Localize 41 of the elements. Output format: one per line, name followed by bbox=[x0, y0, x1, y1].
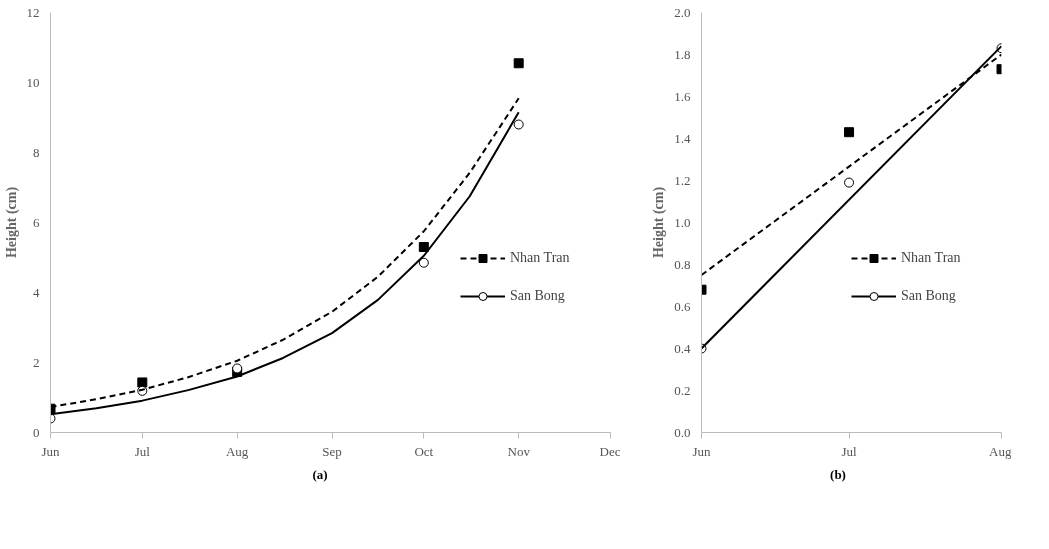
point bbox=[513, 119, 524, 130]
y-tick-label: 4 bbox=[33, 284, 40, 300]
x-tick-label: Jul bbox=[134, 443, 151, 459]
y-tick-label: 2.0 bbox=[674, 4, 691, 20]
y-tick-label: 1.6 bbox=[674, 88, 691, 104]
y-tick-label: 1.4 bbox=[674, 130, 691, 146]
x-tick-label: Nov bbox=[507, 443, 531, 459]
x-tick-label: Oct bbox=[414, 443, 434, 459]
x-tick-label: Jun bbox=[692, 443, 712, 459]
y-axis-title: Height (cm) bbox=[3, 186, 20, 259]
y-tick-label: 10 bbox=[26, 74, 40, 90]
y-tick-label: 6 bbox=[33, 214, 40, 230]
text: (b) bbox=[830, 466, 846, 484]
text: (a) bbox=[312, 466, 328, 484]
point bbox=[137, 377, 148, 388]
x-tick-label: Jul bbox=[841, 443, 858, 459]
x-tick-label: Sep bbox=[322, 443, 342, 459]
point bbox=[418, 257, 429, 268]
y-axis-title: Height (cm) bbox=[651, 186, 668, 259]
x-tick-label: Jun bbox=[41, 443, 61, 459]
point bbox=[418, 242, 429, 252]
y-tick-label: 1.0 bbox=[674, 214, 691, 230]
y-tick-label: 2 bbox=[33, 354, 40, 370]
y-tick-label: 8 bbox=[33, 144, 40, 160]
legend-label: Nhan Tran bbox=[510, 250, 570, 266]
y-tick-label: 12 bbox=[26, 4, 40, 20]
x-tick-label: Dec bbox=[599, 443, 621, 459]
legend-label: Nhan Tran bbox=[901, 250, 961, 266]
y-tick-label: 0.0 bbox=[674, 424, 691, 440]
x-tick-label: Aug bbox=[989, 443, 1012, 459]
legend-label: San Bong bbox=[901, 288, 956, 304]
x-tick-label: Aug bbox=[225, 443, 249, 459]
y-tick-label: 0 bbox=[33, 424, 40, 440]
legend-label: San Bong bbox=[510, 288, 565, 304]
point bbox=[513, 58, 524, 69]
y-tick-label: 0.8 bbox=[674, 256, 691, 272]
y-tick-label: 0.4 bbox=[674, 340, 691, 356]
y-tick-label: 0.2 bbox=[674, 382, 691, 398]
y-tick-label: 1.8 bbox=[674, 46, 691, 62]
y-tick-label: 1.2 bbox=[674, 172, 691, 188]
y-tick-label: 0.6 bbox=[674, 298, 691, 314]
